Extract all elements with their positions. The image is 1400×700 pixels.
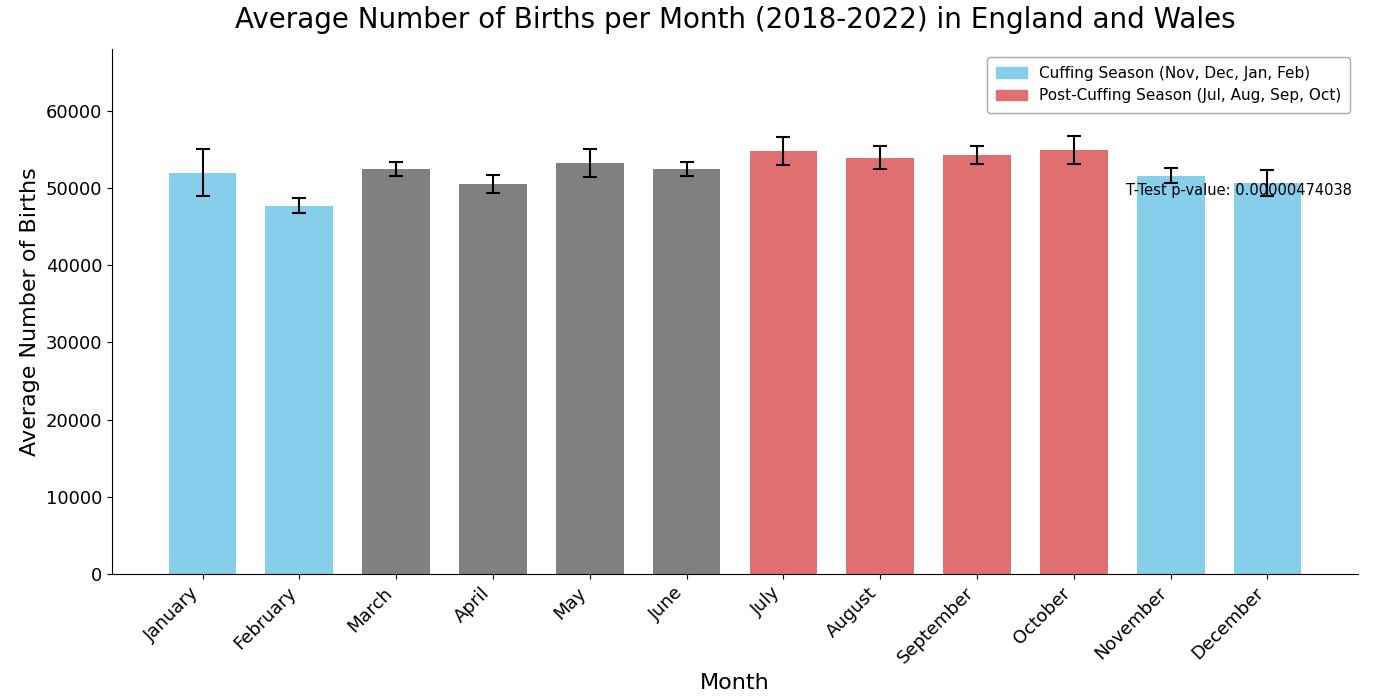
Text: T-Test p-value: 0.00000474038: T-Test p-value: 0.00000474038 [1126,183,1352,198]
Bar [556,163,623,574]
Bar [363,169,430,574]
Bar [652,169,721,574]
Bar [266,206,333,574]
Bar [944,155,1011,574]
X-axis label: Month: Month [700,673,770,692]
Bar [1137,176,1204,574]
Bar [168,172,237,574]
Legend: Cuffing Season (Nov, Dec, Jan, Feb), Post-Cuffing Season (Jul, Aug, Sep, Oct): Cuffing Season (Nov, Dec, Jan, Feb), Pos… [987,57,1351,113]
Title: Average Number of Births per Month (2018-2022) in England and Wales: Average Number of Births per Month (2018… [235,6,1235,34]
Bar [1233,183,1302,574]
Y-axis label: Average Number of Births: Average Number of Births [20,167,41,456]
Bar [749,151,818,574]
Bar [1040,150,1107,574]
Bar [847,158,914,574]
Bar [459,184,526,574]
